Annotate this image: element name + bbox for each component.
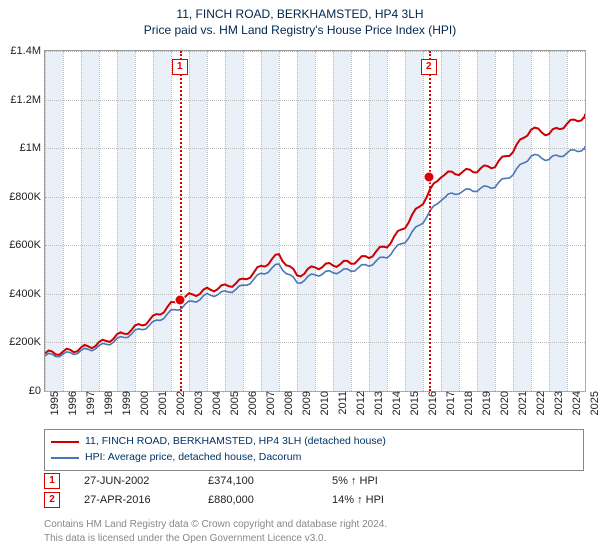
sale-date: 27-APR-2016: [84, 494, 184, 506]
x-tick-label: 1998: [99, 391, 115, 415]
x-tick-label: 2020: [495, 391, 511, 415]
sale-price: £880,000: [208, 494, 308, 506]
marker-badge: 2: [44, 492, 60, 508]
x-tick-label: 2025: [585, 391, 600, 415]
y-tick-label: £1.4M: [1, 45, 45, 57]
chart-lines: [45, 51, 585, 391]
x-tick-label: 2002: [171, 391, 187, 415]
x-tick-label: 2003: [189, 391, 205, 415]
sale-marker-line: [429, 51, 431, 391]
x-tick-label: 2019: [477, 391, 493, 415]
x-tick-label: 1997: [81, 391, 97, 415]
x-tick-label: 1995: [45, 391, 61, 415]
y-tick-label: £600K: [1, 239, 45, 251]
gridline-v: [585, 51, 586, 391]
sale-marker-dot: [174, 295, 185, 306]
x-tick-label: 2017: [441, 391, 457, 415]
sale-price: £374,100: [208, 475, 308, 487]
sale-date: 27-JUN-2002: [84, 475, 184, 487]
footer-line: This data is licensed under the Open Gov…: [44, 532, 584, 546]
legend-swatch-series1: [51, 441, 79, 443]
y-tick-label: £200K: [1, 336, 45, 348]
y-tick-label: £400K: [1, 288, 45, 300]
sale-marker-badge: 1: [172, 59, 188, 75]
legend-label-series2: HPI: Average price, detached house, Daco…: [85, 450, 301, 466]
x-tick-label: 2007: [261, 391, 277, 415]
x-tick-label: 2018: [459, 391, 475, 415]
x-tick-label: 2015: [405, 391, 421, 415]
x-tick-label: 1999: [117, 391, 133, 415]
x-tick-label: 2011: [333, 391, 349, 415]
x-tick-label: 1996: [63, 391, 79, 415]
sale-delta: 14% ↑ HPI: [332, 494, 432, 506]
x-tick-label: 2023: [549, 391, 565, 415]
x-tick-label: 2008: [279, 391, 295, 415]
legend: 11, FINCH ROAD, BERKHAMSTED, HP4 3LH (de…: [44, 429, 584, 471]
x-tick-label: 2016: [423, 391, 439, 415]
legend-row: HPI: Average price, detached house, Daco…: [51, 450, 577, 466]
x-tick-label: 2005: [225, 391, 241, 415]
table-row: 1 27-JUN-2002 £374,100 5% ↑ HPI: [44, 473, 584, 489]
table-row: 2 27-APR-2016 £880,000 14% ↑ HPI: [44, 492, 584, 508]
x-tick-label: 2024: [567, 391, 583, 415]
series-line-hpi: [45, 146, 585, 357]
sale-marker-badge: 2: [421, 59, 437, 75]
x-tick-label: 2014: [387, 391, 403, 415]
sale-marker-line: [180, 51, 182, 391]
y-tick-label: £1.2M: [1, 94, 45, 106]
x-tick-label: 2013: [369, 391, 385, 415]
x-tick-label: 2012: [351, 391, 367, 415]
sale-delta: 5% ↑ HPI: [332, 475, 432, 487]
y-tick-label: £0: [1, 385, 45, 397]
x-tick-label: 2022: [531, 391, 547, 415]
x-tick-label: 2006: [243, 391, 259, 415]
legend-swatch-series2: [51, 457, 79, 459]
x-tick-label: 2009: [297, 391, 313, 415]
footer-line: Contains HM Land Registry data © Crown c…: [44, 518, 584, 532]
y-tick-label: £1M: [1, 142, 45, 154]
sale-marker-dot: [423, 172, 434, 183]
marker-badge: 1: [44, 473, 60, 489]
x-tick-label: 2001: [153, 391, 169, 415]
legend-label-series1: 11, FINCH ROAD, BERKHAMSTED, HP4 3LH (de…: [85, 434, 386, 450]
x-tick-label: 2021: [513, 391, 529, 415]
x-tick-label: 2010: [315, 391, 331, 415]
y-tick-label: £800K: [1, 191, 45, 203]
x-tick-label: 2000: [135, 391, 151, 415]
chart-title: 11, FINCH ROAD, BERKHAMSTED, HP4 3LH: [0, 0, 600, 23]
line-chart: 1995199619971998199920002001200220032004…: [44, 50, 586, 392]
legend-row: 11, FINCH ROAD, BERKHAMSTED, HP4 3LH (de…: [51, 434, 577, 450]
footer: Contains HM Land Registry data © Crown c…: [44, 518, 584, 545]
sales-table: 1 27-JUN-2002 £374,100 5% ↑ HPI 2 27-APR…: [44, 470, 584, 511]
series-line-price_paid: [45, 114, 585, 355]
chart-subtitle: Price paid vs. HM Land Registry's House …: [0, 23, 600, 41]
x-tick-label: 2004: [207, 391, 223, 415]
